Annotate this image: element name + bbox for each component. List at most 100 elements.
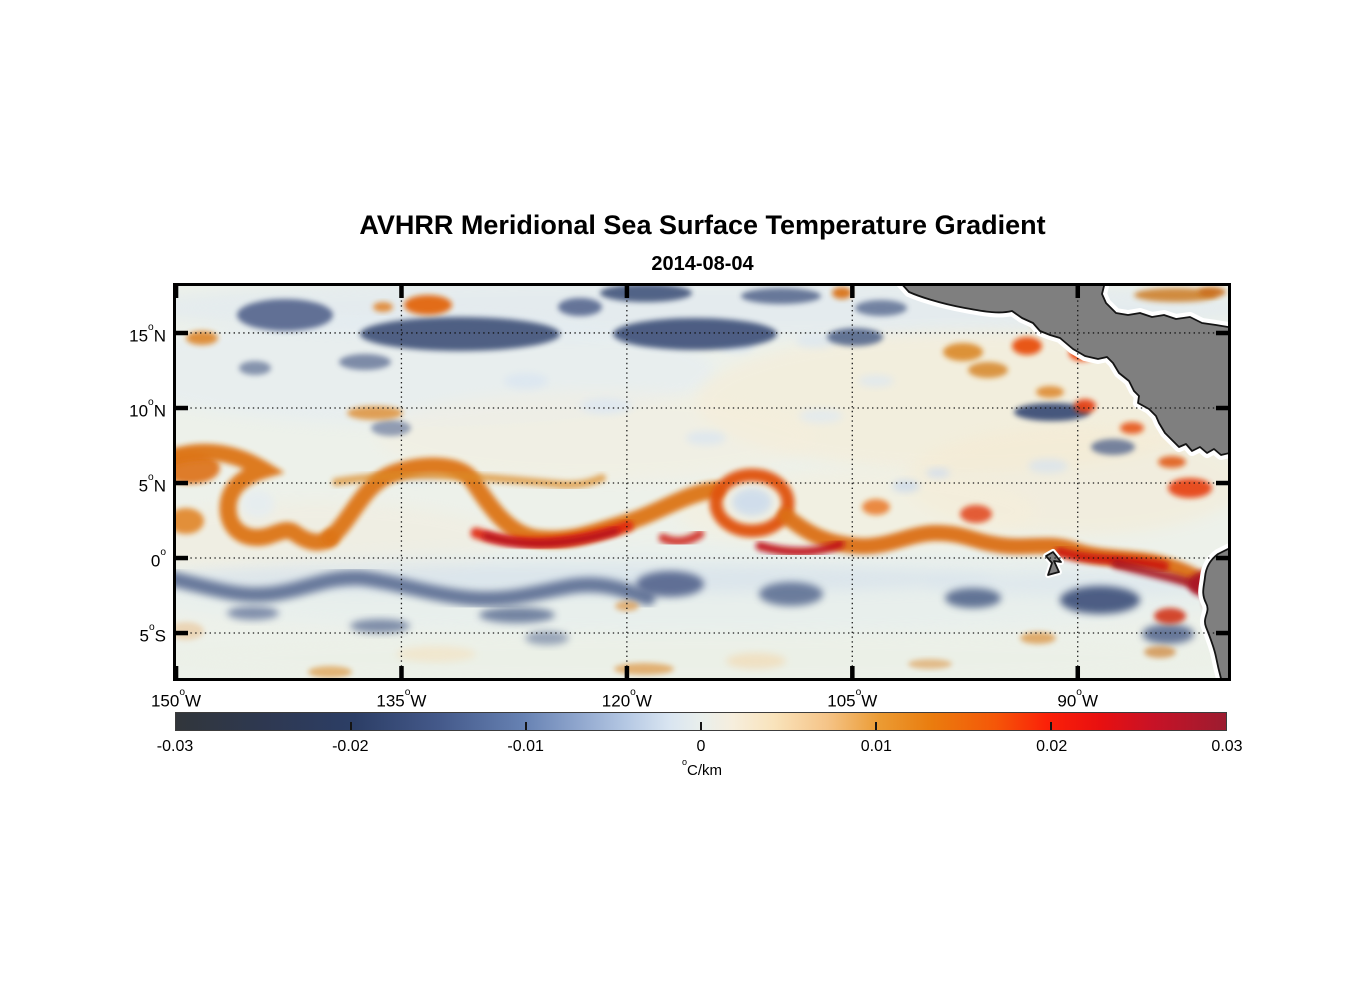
gradient-blob — [1028, 459, 1068, 473]
gradient-blob — [1142, 624, 1194, 644]
gradient-blob — [926, 468, 950, 478]
gradient-blob — [176, 508, 204, 534]
lat-tick — [176, 330, 188, 336]
map-plot-area — [173, 283, 1231, 681]
sst-gradient-map — [176, 286, 1228, 678]
gradient-blob — [686, 431, 726, 445]
gradient-blob — [600, 286, 692, 302]
gradient-blob — [968, 362, 1008, 378]
lat-tick — [176, 555, 188, 561]
colorbar — [175, 712, 1227, 731]
gradient-blob — [858, 375, 894, 387]
gradient-blob — [176, 622, 204, 640]
gradient-blob — [1014, 403, 1090, 421]
gradient-blob — [726, 653, 786, 669]
tiw-vortex-ring — [709, 468, 795, 538]
colorbar-tick-label: 0 — [696, 738, 706, 755]
gradient-blob — [580, 398, 632, 414]
lon-tick — [624, 286, 630, 298]
gradient-blob — [350, 619, 410, 633]
gradient-blob — [404, 295, 452, 315]
lat-tick-label: 5oN — [138, 472, 166, 496]
lon-tick — [399, 666, 404, 678]
gradient-blob — [558, 298, 602, 316]
gradient-blob — [1020, 632, 1056, 644]
gradient-blob — [227, 606, 279, 620]
gradient-blob — [396, 646, 476, 662]
gradient-blob — [1120, 422, 1144, 434]
gradient-blob — [479, 607, 555, 623]
lat-tick — [1216, 330, 1228, 336]
lon-tick — [850, 286, 855, 298]
gradient-blob — [741, 288, 821, 304]
gradient-blob — [347, 406, 403, 420]
gradient-blob — [832, 287, 852, 299]
gradient-blob — [371, 420, 411, 436]
gradient-blob — [360, 317, 560, 351]
gradient-blob — [926, 572, 1226, 596]
lat-tick — [176, 480, 188, 486]
gradient-blob — [1198, 287, 1226, 297]
gradient-blob — [376, 391, 816, 481]
gradient-blob — [799, 409, 843, 423]
lon-tick-label: 105oW — [827, 687, 878, 711]
gradient-blob — [1158, 456, 1186, 468]
gradient-field-features — [176, 286, 1228, 678]
lat-tick — [1216, 555, 1228, 561]
lon-tick — [624, 666, 630, 678]
gradient-blob — [1036, 386, 1064, 398]
front-band — [332, 471, 606, 489]
land-masses — [896, 286, 1228, 678]
gradient-blob — [1144, 646, 1176, 658]
front-band — [1055, 547, 1169, 571]
front-band — [658, 529, 705, 546]
gradient-blob — [613, 318, 777, 350]
colorbar-tick — [1050, 722, 1052, 730]
graticule-gridlines — [176, 286, 1228, 678]
colorbar-tick — [700, 722, 702, 730]
gradient-blob — [1060, 586, 1140, 614]
lon-tick — [176, 286, 179, 298]
land-polygon — [902, 286, 1228, 456]
colorbar-tick — [875, 722, 877, 730]
gradient-blob — [759, 582, 823, 606]
colorbar-tick — [350, 722, 352, 730]
lon-tick — [850, 666, 855, 678]
lat-tick-label: 0o — [150, 547, 166, 571]
lat-tick — [1216, 480, 1228, 486]
gradient-blob — [892, 480, 920, 492]
lat-tick — [176, 405, 188, 411]
front-band — [176, 570, 656, 607]
lat-tick — [1216, 405, 1228, 411]
lon-tick-label: 150oW — [150, 687, 202, 711]
gradient-blob — [862, 499, 890, 515]
gradient-blob — [239, 361, 271, 375]
colorbar-units-label: oC/km — [681, 756, 722, 779]
lon-tick-label: 90oW — [1057, 687, 1099, 711]
lon-tick — [1075, 666, 1081, 678]
gradient-blob — [960, 505, 992, 523]
gradient-blob — [796, 334, 836, 348]
gradient-blob — [1012, 337, 1042, 355]
gradient-blob — [1154, 608, 1186, 624]
colorbar-tick-label: 0.02 — [1036, 738, 1068, 755]
lat-tick-label: 5oS — [139, 622, 166, 646]
gradient-blob — [237, 299, 333, 331]
gradient-blob — [614, 663, 674, 675]
chart-title: AVHRR Meridional Sea Surface Temperature… — [359, 210, 1046, 240]
gradient-blob — [945, 588, 1001, 608]
gradient-blob — [1091, 439, 1135, 455]
gradient-blob — [908, 659, 952, 669]
gradient-blob — [308, 666, 352, 678]
front-band — [755, 539, 845, 557]
gradient-blob — [636, 571, 704, 597]
gradient-blob — [176, 632, 1228, 678]
gradient-blob — [855, 300, 907, 316]
lon-tick — [176, 666, 179, 678]
gradient-blob — [1168, 478, 1212, 498]
lat-tick — [176, 630, 188, 636]
colorbar-tick — [525, 722, 527, 730]
lat-tick-label: 15oN — [129, 322, 166, 346]
axis-tick-marks — [176, 286, 1228, 678]
